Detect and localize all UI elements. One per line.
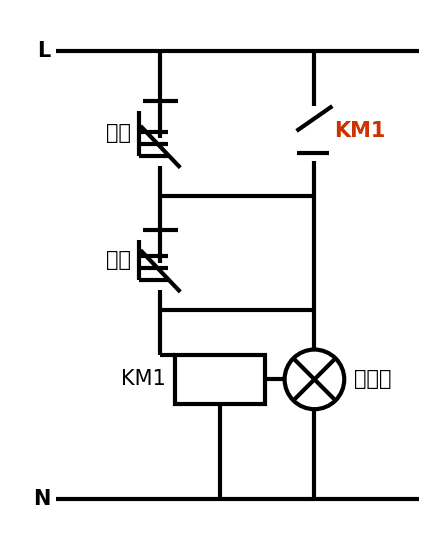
Bar bbox=[175, 354, 265, 404]
Text: 停止: 停止 bbox=[106, 250, 131, 270]
Text: 启动: 启动 bbox=[106, 124, 131, 144]
Text: KM1: KM1 bbox=[120, 369, 165, 390]
Text: 指示灯: 指示灯 bbox=[354, 369, 392, 390]
Text: KM1: KM1 bbox=[334, 121, 386, 141]
Text: N: N bbox=[33, 489, 50, 509]
Text: L: L bbox=[37, 41, 50, 61]
